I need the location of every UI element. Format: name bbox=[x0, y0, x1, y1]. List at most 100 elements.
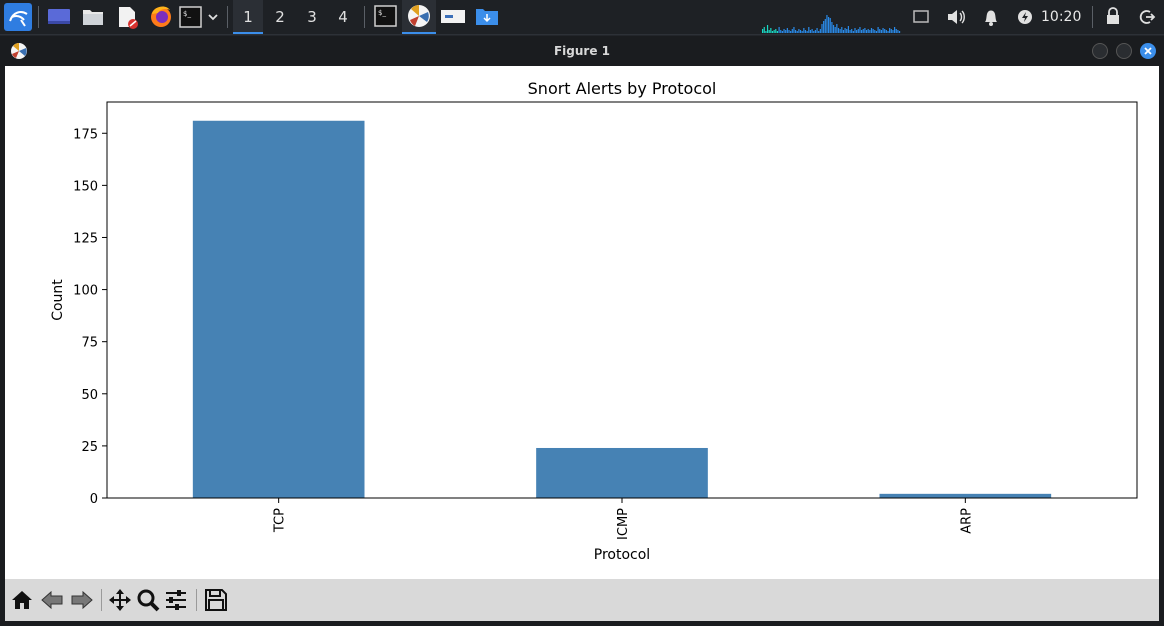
save-icon bbox=[205, 589, 227, 611]
workspace-3[interactable]: 3 bbox=[307, 8, 317, 26]
taskbar-window-terminal[interactable]: $_ bbox=[369, 0, 403, 32]
home-icon bbox=[12, 591, 32, 609]
figure-canvas[interactable]: Snort Alerts by Protocol 0 25 50 75 100 125 15… bbox=[5, 66, 1159, 579]
workspace-1[interactable]: 1 bbox=[233, 0, 263, 34]
cpu-graph-bar bbox=[831, 22, 833, 33]
cpu-graph-bar bbox=[849, 30, 851, 33]
logout-button[interactable] bbox=[1136, 0, 1158, 34]
cpu-graph bbox=[762, 15, 901, 33]
cpu-graph-bar bbox=[816, 28, 818, 33]
cpu-graph-bar bbox=[813, 31, 815, 33]
lock-screen-button[interactable] bbox=[1102, 0, 1124, 34]
cpu-graph-bar bbox=[859, 27, 861, 33]
x-tick-label: TCP bbox=[273, 508, 288, 533]
cpu-graph-bar bbox=[841, 27, 843, 33]
kali-logo-icon bbox=[4, 3, 32, 31]
terminal-launcher[interactable]: $_ bbox=[179, 0, 203, 34]
pan-button[interactable] bbox=[107, 587, 133, 613]
text-editor-launcher[interactable] bbox=[114, 0, 140, 34]
chart-title: Snort Alerts by Protocol bbox=[528, 79, 717, 98]
cpu-graph-bar bbox=[880, 30, 882, 33]
minimize-button[interactable] bbox=[1092, 43, 1108, 59]
home-button[interactable] bbox=[9, 587, 35, 613]
cpu-graph-bar bbox=[839, 29, 841, 33]
cpu-graph-bar bbox=[821, 24, 823, 33]
cpu-graph-bar bbox=[804, 30, 807, 33]
save-figure-button[interactable] bbox=[203, 587, 229, 613]
cpu-graph-bar bbox=[892, 30, 894, 33]
terminal-icon: $_ bbox=[179, 6, 202, 28]
cpu-graph-bar bbox=[832, 25, 835, 33]
taskbar-window-app[interactable] bbox=[436, 0, 470, 32]
maximize-button[interactable] bbox=[1116, 43, 1132, 59]
y-tick-label: 50 bbox=[81, 388, 98, 403]
desktop-icon bbox=[48, 9, 70, 24]
matplotlib-icon bbox=[11, 43, 27, 59]
configure-subplots-button[interactable] bbox=[163, 587, 189, 613]
cpu-graph-bar bbox=[879, 29, 881, 33]
lock-icon bbox=[1107, 7, 1119, 24]
cpu-graph-bar bbox=[809, 30, 812, 33]
cpu-graph-bar bbox=[869, 30, 871, 33]
y-tick-label: 150 bbox=[73, 179, 98, 194]
window-icon bbox=[441, 10, 465, 23]
cpu-graph-bar bbox=[875, 31, 878, 33]
zoom-button[interactable] bbox=[135, 587, 161, 613]
window-title: Figure 1 bbox=[553, 44, 611, 58]
move-icon bbox=[109, 589, 131, 611]
app-menu-button[interactable] bbox=[3, 0, 33, 34]
cpu-graph-bar bbox=[842, 30, 845, 33]
cpu-graph-monitor bbox=[760, 0, 903, 34]
close-button[interactable] bbox=[1140, 43, 1156, 59]
cpu-graph-bar bbox=[763, 27, 765, 33]
show-desktop-launcher[interactable] bbox=[46, 0, 72, 34]
workspace-2[interactable]: 2 bbox=[275, 8, 285, 26]
navigation-toolbar bbox=[5, 579, 1159, 621]
cpu-graph-bar bbox=[808, 27, 810, 33]
cpu-graph-bar bbox=[887, 31, 889, 33]
cpu-graph-bar bbox=[862, 29, 864, 33]
back-button[interactable] bbox=[39, 587, 65, 613]
power-manager-icon bbox=[1018, 10, 1032, 24]
display-tray-button[interactable] bbox=[910, 0, 932, 34]
workspace-4[interactable]: 4 bbox=[338, 8, 348, 26]
back-arrow-icon bbox=[41, 590, 63, 610]
cpu-graph-bar bbox=[796, 31, 798, 33]
cpu-graph-bar bbox=[791, 29, 793, 33]
cpu-graph-bar bbox=[889, 28, 891, 33]
volume-tray-button[interactable] bbox=[944, 0, 968, 34]
taskbar-window-figure[interactable] bbox=[402, 0, 436, 34]
cpu-graph-bar bbox=[898, 31, 901, 33]
cpu-graph-bar bbox=[765, 31, 767, 33]
cpu-graph-bar bbox=[778, 27, 780, 33]
firefox-launcher[interactable] bbox=[148, 0, 174, 34]
bell-icon bbox=[985, 10, 997, 26]
volume-icon bbox=[948, 10, 965, 24]
file-manager-launcher[interactable] bbox=[80, 0, 106, 34]
notifications-tray-button[interactable] bbox=[980, 0, 1002, 34]
cpu-graph-bar bbox=[836, 24, 838, 33]
cpu-graph-bar bbox=[773, 30, 775, 33]
cpu-graph-bar bbox=[785, 30, 787, 33]
cpu-graph-bar bbox=[770, 28, 772, 33]
close-icon bbox=[1144, 47, 1152, 55]
taskbar: $_ 1 2 3 4 $_ bbox=[0, 0, 1164, 35]
cpu-graph-bar bbox=[865, 30, 868, 33]
power-manager-tray-button[interactable] bbox=[1014, 0, 1036, 34]
cpu-graph-bar bbox=[829, 18, 831, 33]
forward-button[interactable] bbox=[69, 587, 95, 613]
y-axis-label: Count bbox=[50, 279, 66, 321]
chevron-down-icon bbox=[208, 14, 218, 21]
taskbar-separator bbox=[1092, 6, 1093, 28]
window-titlebar[interactable]: Figure 1 bbox=[0, 36, 1164, 66]
cpu-graph-bar bbox=[864, 28, 866, 33]
bar-tcp bbox=[192, 120, 365, 498]
cpu-graph-bar bbox=[766, 25, 769, 33]
cpu-graph-bar bbox=[790, 31, 792, 33]
clock[interactable]: 10:20 bbox=[1041, 9, 1082, 25]
y-tick-label: 75 bbox=[81, 336, 98, 351]
taskbar-window-downloads[interactable] bbox=[470, 0, 504, 32]
terminal-launcher-menu[interactable] bbox=[205, 0, 221, 34]
cpu-graph-bar bbox=[811, 29, 813, 33]
cpu-graph-bar bbox=[803, 28, 805, 33]
